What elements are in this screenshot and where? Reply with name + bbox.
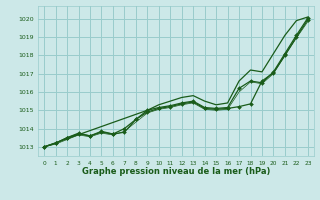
X-axis label: Graphe pression niveau de la mer (hPa): Graphe pression niveau de la mer (hPa) — [82, 167, 270, 176]
